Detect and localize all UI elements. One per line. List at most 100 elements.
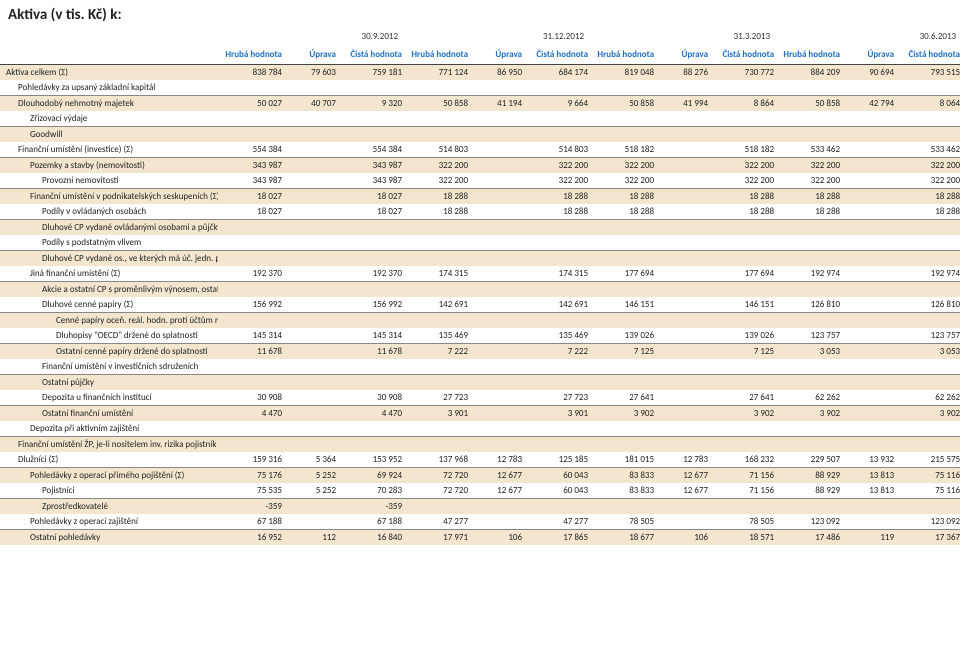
cell <box>338 359 404 375</box>
cell <box>590 313 656 329</box>
cell <box>842 406 896 422</box>
cell <box>284 499 338 515</box>
cell: 42 794 <box>842 96 896 112</box>
cell <box>338 251 404 267</box>
cell: 18 288 <box>896 204 960 220</box>
cell: 146 151 <box>590 297 656 313</box>
cell <box>284 80 338 96</box>
cell <box>524 375 590 391</box>
cell <box>524 282 590 298</box>
cell <box>842 173 896 189</box>
cell: 123 757 <box>776 328 842 344</box>
cell: 88 929 <box>776 468 842 484</box>
cell <box>842 80 896 96</box>
cell: 139 026 <box>710 328 776 344</box>
cell: 146 151 <box>710 297 776 313</box>
cell: 168 232 <box>710 452 776 468</box>
cell <box>284 189 338 205</box>
table-row: Ostatní půjčky <box>0 375 960 391</box>
cell: 322 200 <box>404 158 470 174</box>
cell <box>404 111 470 127</box>
cell: 11 678 <box>338 344 404 360</box>
table-row: Ostatní pohledávky16 95211216 84017 9711… <box>0 530 960 546</box>
cell <box>218 111 284 127</box>
cell <box>470 189 524 205</box>
cell: 7 222 <box>524 344 590 360</box>
cell: 18 288 <box>776 189 842 205</box>
cell <box>404 313 470 329</box>
cell <box>656 111 710 127</box>
cell <box>656 406 710 422</box>
cell <box>404 421 470 437</box>
cell <box>470 111 524 127</box>
cell: 88 276 <box>656 65 710 81</box>
table-row: Ostatní finanční umístění4 4704 4703 901… <box>0 406 960 422</box>
cell: 177 694 <box>590 266 656 282</box>
cell <box>842 313 896 329</box>
cell: 156 992 <box>338 297 404 313</box>
col-header: Hrubá hodnota <box>404 45 470 65</box>
cell: 322 200 <box>524 173 590 189</box>
table-row: Aktiva celkem (Σ)838 78479 603759 181771… <box>0 65 960 81</box>
cell <box>470 313 524 329</box>
cell: 18 027 <box>218 204 284 220</box>
date-header: 31.3.2013 <box>590 28 776 45</box>
cell: 27 723 <box>404 390 470 406</box>
col-header: Čistá hodnota <box>338 45 404 65</box>
table-row: Dluhové cenné papíry (Σ)156 992156 99214… <box>0 297 960 313</box>
cell <box>842 111 896 127</box>
cell <box>776 235 842 251</box>
cell <box>284 344 338 360</box>
cell: 12 783 <box>470 452 524 468</box>
cell: 4 470 <box>338 406 404 422</box>
cell: 181 015 <box>590 452 656 468</box>
cell <box>470 158 524 174</box>
cell <box>470 251 524 267</box>
cell <box>842 390 896 406</box>
cell <box>710 313 776 329</box>
date-header: 31.12.2012 <box>404 28 590 45</box>
cell: 12 677 <box>470 468 524 484</box>
cell: 17 971 <box>404 530 470 546</box>
row-label: Jiná finanční umístění (Σ) <box>0 266 218 282</box>
cell <box>842 266 896 282</box>
row-label: Goodwill <box>0 127 218 143</box>
cell <box>404 437 470 453</box>
cell <box>524 313 590 329</box>
cell <box>284 421 338 437</box>
date-header-row: 30.9.2012 31.12.2012 31.3.2013 30.6.2013 <box>0 28 960 45</box>
cell: 18 288 <box>710 189 776 205</box>
cell: 18 027 <box>338 204 404 220</box>
cell: 75 116 <box>896 483 960 499</box>
cell <box>710 220 776 236</box>
cell: 27 723 <box>524 390 590 406</box>
cell: 514 803 <box>404 142 470 158</box>
cell <box>776 282 842 298</box>
cell <box>842 328 896 344</box>
table-row: Pojistníci75 5355 25270 28372 72012 6776… <box>0 483 960 499</box>
cell <box>896 282 960 298</box>
cell: 50 858 <box>404 96 470 112</box>
cell <box>656 390 710 406</box>
cell <box>710 282 776 298</box>
cell <box>656 359 710 375</box>
cell <box>218 235 284 251</box>
cell: 18 288 <box>524 189 590 205</box>
cell <box>842 375 896 391</box>
cell <box>896 235 960 251</box>
cell: 7 125 <box>590 344 656 360</box>
cell <box>590 235 656 251</box>
cell: 518 182 <box>590 142 656 158</box>
cell <box>470 375 524 391</box>
cell <box>590 499 656 515</box>
cell <box>284 297 338 313</box>
cell <box>284 328 338 344</box>
cell <box>842 235 896 251</box>
cell: 12 783 <box>656 452 710 468</box>
column-header-row: Hrubá hodnota Úprava Čistá hodnota Hrubá… <box>0 45 960 65</box>
cell: 75 176 <box>218 468 284 484</box>
cell: 18 288 <box>404 189 470 205</box>
cell <box>842 437 896 453</box>
cell: 838 784 <box>218 65 284 81</box>
cell <box>338 127 404 143</box>
